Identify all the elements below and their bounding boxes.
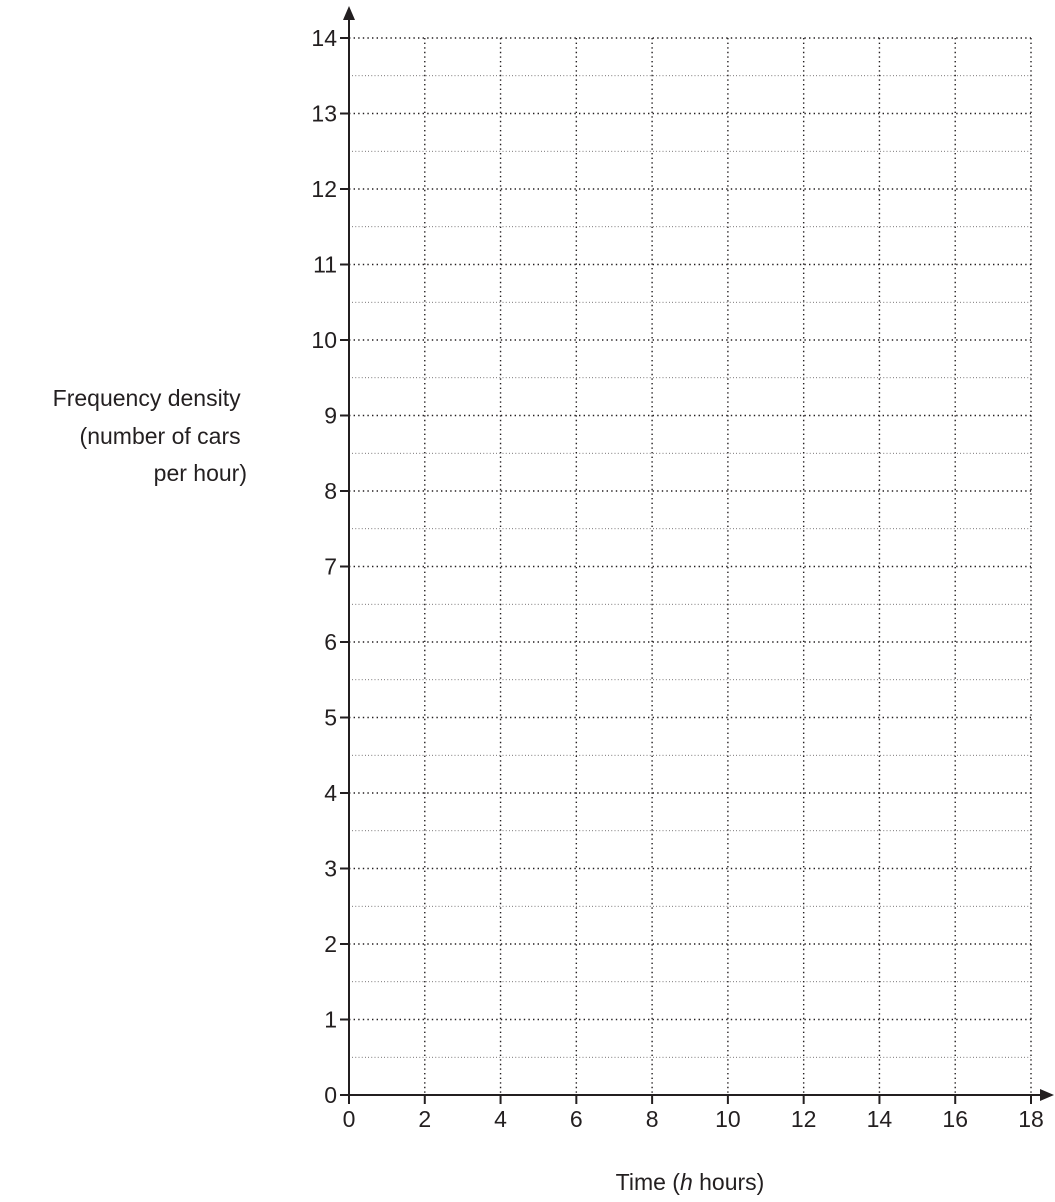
- x-axis-label: Time (h hours): [616, 1169, 765, 1195]
- y-tick-label: 0: [324, 1082, 337, 1108]
- x-axis-arrow-icon: [1040, 1089, 1054, 1101]
- y-axis-label-line-2: (number of cars: [80, 423, 241, 449]
- x-tick-label: 4: [494, 1106, 507, 1132]
- x-axis-label-prefix: Time (: [616, 1169, 681, 1195]
- y-tick-label: 11: [313, 252, 337, 278]
- y-tick-label: 9: [324, 403, 337, 429]
- x-axis-label-variable: h: [680, 1169, 693, 1195]
- y-tick-label: 2: [324, 931, 337, 957]
- axis-titles: Frequency density (number of cars per ho…: [53, 385, 765, 1195]
- y-axis-label-line-1: Frequency density: [53, 385, 241, 411]
- y-tick-label: 3: [324, 856, 337, 882]
- y-axis-arrow-icon: [343, 6, 355, 20]
- x-tick-label: 6: [570, 1106, 583, 1132]
- x-tick-label: 12: [791, 1106, 817, 1132]
- x-tick-label: 2: [418, 1106, 431, 1132]
- y-tick-label: 5: [324, 705, 337, 731]
- y-tick-label: 12: [311, 176, 337, 202]
- x-tick-label: 0: [343, 1106, 356, 1132]
- x-tick-label: 18: [1018, 1106, 1044, 1132]
- grid: [349, 37, 1032, 1095]
- x-tick-label: 8: [646, 1106, 659, 1132]
- y-tick-label: 8: [324, 478, 337, 504]
- x-tick-label: 14: [867, 1106, 893, 1132]
- y-tick-label: 7: [324, 554, 337, 580]
- y-tick-label: 1: [324, 1007, 337, 1033]
- y-axis-label-line-3: per hour): [154, 460, 247, 486]
- y-tick-label: 13: [311, 101, 337, 127]
- y-tick-label: 14: [311, 25, 337, 51]
- y-tick-label: 10: [311, 327, 337, 353]
- y-tick-label: 6: [324, 629, 337, 655]
- x-tick-label: 10: [715, 1106, 741, 1132]
- x-tick-label: 16: [942, 1106, 968, 1132]
- axes: [340, 6, 1054, 1104]
- y-axis-label: Frequency density (number of cars per ho…: [53, 385, 247, 486]
- x-axis-label-suffix: hours): [693, 1169, 765, 1195]
- y-tick-label: 4: [324, 780, 337, 806]
